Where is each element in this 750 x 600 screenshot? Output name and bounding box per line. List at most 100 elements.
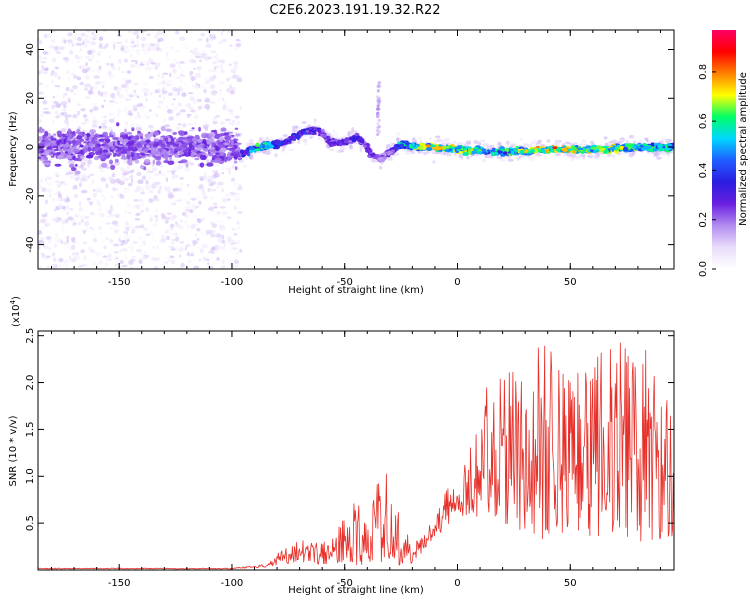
spectrogram-blob (225, 77, 232, 81)
spectrogram-blob (93, 30, 96, 34)
spectrogram-blob (214, 54, 218, 60)
spectrogram-blob (80, 161, 86, 166)
spectrogram-blob (41, 187, 47, 193)
snr-y-label: SNR (10 * v/v) (8, 415, 19, 486)
spectrogram-blob (115, 86, 122, 92)
spectrogram-blob (659, 140, 664, 145)
spectrogram-blob (487, 151, 491, 155)
spectrogram-blob (220, 69, 225, 74)
spectrogram-blob (212, 61, 218, 65)
spectrogram-blob (117, 140, 121, 146)
spectrogram-blob (160, 74, 165, 80)
spectrogram-blob (154, 62, 161, 68)
spectrogram-blob (38, 240, 45, 245)
spectrogram-blob (234, 259, 239, 264)
spectrogram-blob (209, 206, 215, 212)
spectrogram-blob (267, 141, 271, 147)
spectrogram-blob (122, 50, 128, 53)
spectrogram-blob (223, 132, 229, 136)
spectrogram-blob (157, 37, 164, 42)
spectrogram-blob (166, 83, 172, 87)
spectrogram-blob (222, 198, 228, 203)
spectrogram-blob (81, 175, 87, 180)
spectrogram-blob (157, 148, 163, 152)
spectrogram-blob (129, 266, 133, 269)
spectrogram-blob (169, 63, 176, 68)
spectrogram-blob (65, 69, 70, 75)
spectrogram-blob (190, 224, 196, 230)
spectrogram-blob (322, 134, 328, 139)
spectrogram-blob (126, 166, 130, 170)
spectrogram-blob (81, 263, 88, 267)
spectrogram-blob (188, 138, 192, 144)
spectrogram-blob (219, 88, 222, 92)
spectrogram-blob (653, 153, 656, 158)
spectrogram-blob (228, 45, 232, 50)
spectrogram-blob (153, 222, 158, 228)
spectrogram-blob (83, 255, 87, 260)
spectrogram-blob (110, 195, 114, 199)
spectrogram-blob (64, 218, 69, 224)
spectrogram-blob (214, 66, 217, 71)
spectrogram-blob (44, 33, 48, 39)
spectrogram-blob (45, 67, 49, 72)
spectrogram-blob (581, 139, 587, 144)
spectrogram-blob (118, 137, 124, 142)
spectrogram-blob (56, 130, 62, 136)
spectrogram-blob (457, 141, 462, 146)
spectrogram-blob (82, 147, 89, 151)
spectrogram-blob (70, 61, 74, 64)
spectrogram-blob (152, 159, 155, 165)
spectrogram-blob (84, 56, 91, 59)
spectrogram-blob (192, 100, 197, 105)
spectrogram-blob (376, 89, 380, 93)
spectrogram-blob (221, 239, 225, 244)
spectrogram-blob (65, 243, 70, 248)
spectrogram-blob (221, 210, 227, 216)
spectrogram-blob (105, 43, 109, 48)
spectrogram-blob (154, 198, 160, 202)
spectrogram-blob (133, 89, 137, 94)
spectrogram-blob (193, 86, 200, 89)
spectrogram-blob (142, 61, 146, 64)
spectrogram-blob (267, 150, 271, 155)
spectrogram-blob (632, 145, 637, 149)
spectrogram-blob (234, 115, 240, 119)
spectrogram-blob (119, 259, 124, 265)
spectrogram-blob (406, 144, 410, 149)
spectrogram-blob (217, 237, 222, 243)
spectrogram-blob (200, 178, 203, 181)
spectrogram-blob (210, 251, 216, 254)
spectrogram-blob (271, 140, 276, 145)
spectrogram-blob (112, 117, 116, 120)
spectrogram-blob (154, 154, 160, 157)
spectrogram-blob (109, 143, 113, 147)
spectrogram-blob (137, 130, 141, 134)
spectrogram-blob (92, 188, 96, 192)
spectrogram-blob (38, 136, 44, 142)
spectrogram-blob (466, 155, 470, 160)
spectrogram-blob (390, 149, 396, 152)
spectrogram-blob (40, 154, 45, 157)
spectrogram-blob (128, 170, 134, 174)
spectrogram-blob (282, 147, 285, 152)
spectrogram-blob (236, 186, 244, 191)
spectrogram-blob (563, 145, 567, 148)
spectrogram-blob (185, 163, 189, 168)
spectrogram-blob (288, 135, 296, 139)
spectrogram-blob (175, 49, 180, 53)
spectrogram-blob (82, 241, 87, 245)
spectrogram-blob (215, 146, 220, 152)
spectrogram-blob (145, 97, 148, 102)
spectrogram-blob (51, 104, 56, 110)
spectrogram-blob (134, 218, 141, 221)
spectrogram-blob (656, 156, 662, 160)
spectrogram-blob (136, 132, 144, 137)
spectrogram-blob (216, 220, 223, 223)
spectrogram-blob (262, 144, 266, 149)
colorbar-tick-label: 0.2 (698, 212, 709, 228)
spectrogram-blob (220, 127, 227, 132)
spectrogram-blob (106, 258, 113, 261)
spectrogram-blob (220, 265, 224, 269)
spectrogram-blob (73, 194, 78, 199)
